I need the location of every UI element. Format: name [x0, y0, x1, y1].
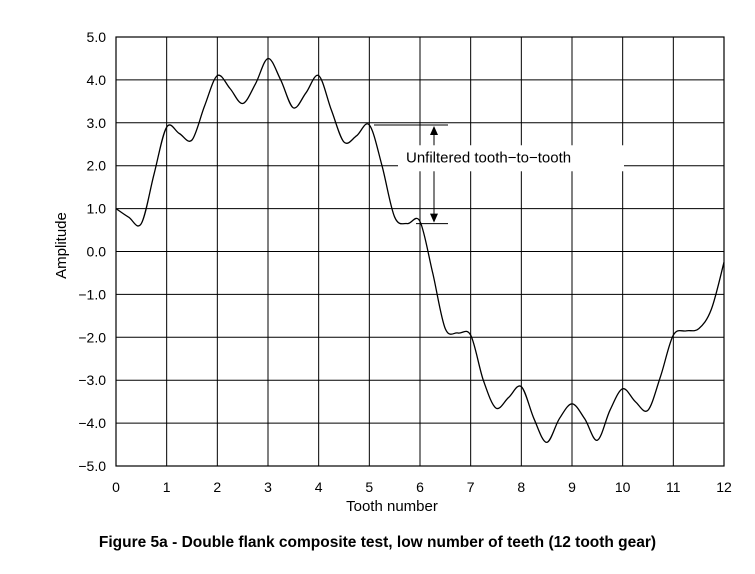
annotation-arrowhead-up	[430, 125, 438, 135]
x-tick-label: 12	[716, 479, 732, 495]
y-tick-label: −2.0	[78, 329, 106, 345]
annotation-label-background	[398, 145, 624, 172]
y-tick-label: 3.0	[87, 115, 107, 131]
y-tick-label: −3.0	[78, 372, 106, 388]
x-tick-label: 8	[517, 479, 525, 495]
x-axis-label: Tooth number	[346, 498, 438, 515]
y-tick-label: −5.0	[78, 458, 106, 474]
y-tick-label: 4.0	[87, 72, 107, 88]
figure-caption: Figure 5a - Double flank composite test,…	[98, 534, 657, 551]
y-tick-label: 0.0	[87, 244, 107, 260]
y-tick-label: 5.0	[87, 29, 107, 45]
x-tick-label: 0	[112, 479, 120, 495]
x-axis-ticks: 0 1 2 3 4 5 6 7 8 9 10 11 12	[112, 479, 732, 495]
x-tick-label: 3	[264, 479, 272, 495]
y-tick-label: −4.0	[78, 415, 106, 431]
x-tick-label: 7	[467, 479, 475, 495]
series-line	[115, 57, 725, 444]
x-tick-label: 1	[163, 479, 171, 495]
y-tick-label: 2.0	[87, 158, 107, 174]
y-axis-label: Amplitude	[53, 212, 70, 279]
y-tick-label: 1.0	[87, 201, 107, 217]
x-tick-label: 2	[213, 479, 221, 495]
y-axis-ticks: 5.0 4.0 3.0 2.0 1.0 0.0 −1.0 −2.0 −3.0 −4.0 −5.0	[78, 29, 106, 474]
annotation: Unfiltered tooth−to−tooth	[374, 124, 624, 225]
x-tick-label: 6	[416, 479, 424, 495]
annotation-label: Unfiltered tooth−to−tooth	[406, 149, 571, 166]
plot-frame	[115, 36, 725, 467]
x-tick-label: 4	[315, 479, 323, 495]
grid	[115, 36, 725, 467]
annotation-arrowhead-down	[430, 213, 438, 223]
x-tick-label: 5	[365, 479, 373, 495]
y-tick-label: −1.0	[78, 286, 106, 302]
x-tick-label: 9	[568, 479, 576, 495]
x-tick-label: 10	[615, 479, 631, 495]
x-tick-label: 11	[666, 479, 681, 495]
